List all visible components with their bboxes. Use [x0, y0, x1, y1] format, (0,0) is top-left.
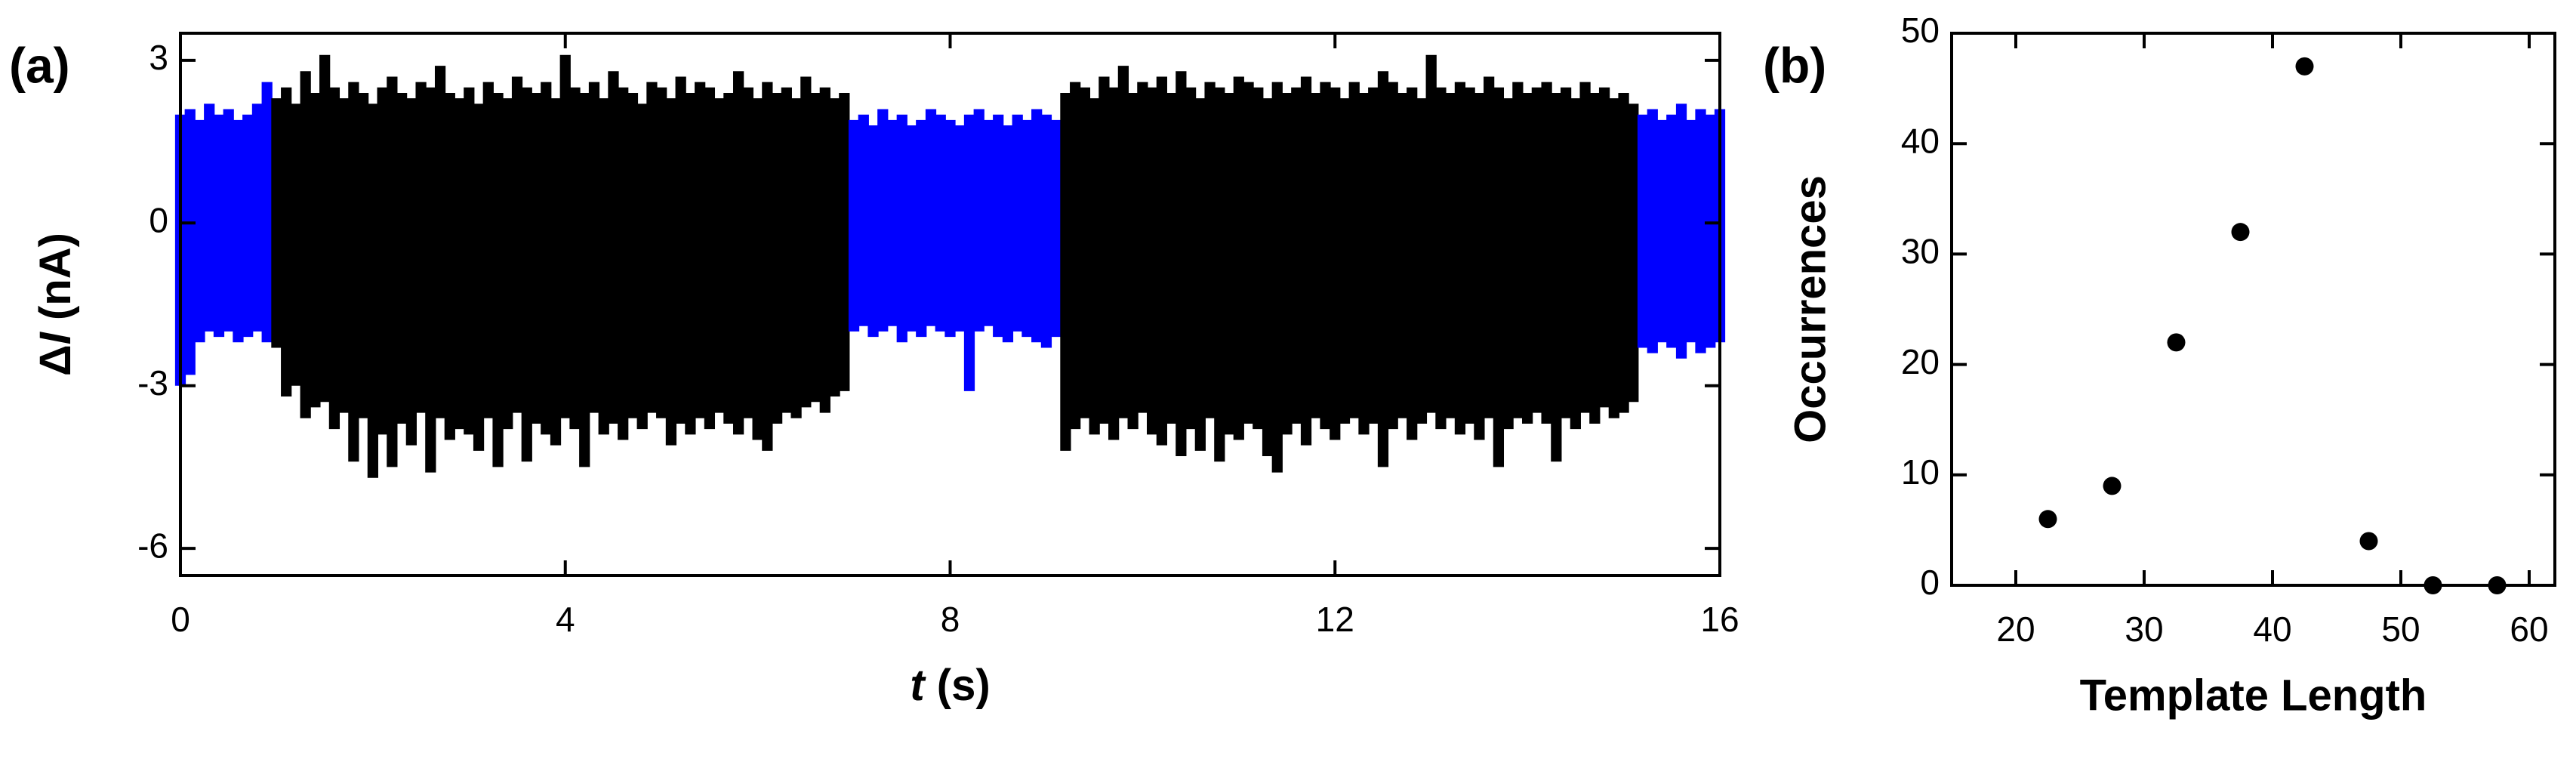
x-tick-label: 30: [2125, 609, 2163, 649]
y-tick-label: 0: [149, 200, 168, 239]
x-tick-label: 8: [941, 600, 960, 639]
axis-title-part: (nA): [31, 233, 80, 332]
data-point: [2167, 333, 2186, 352]
data-point: [2038, 510, 2057, 529]
plot-frame: [1950, 32, 2556, 587]
y-tick-label: 40: [1901, 121, 1940, 160]
data-point: [2103, 477, 2122, 495]
panel-label: (b): [1763, 37, 1826, 93]
x-tick-label: 16: [1700, 600, 1739, 639]
axis-title-part: Δ: [31, 344, 80, 376]
y-tick-label: 10: [1901, 452, 1940, 492]
x-tick-label: 20: [1996, 609, 2035, 649]
x-axis-title: t (s): [910, 661, 990, 710]
x-tick-label: 50: [2381, 609, 2420, 649]
plot: [174, 54, 1726, 478]
x-tick-label: 40: [2253, 609, 2291, 649]
y-axis-title: ΔI (nA): [31, 233, 80, 376]
y-tick-label: 50: [1901, 11, 1940, 50]
y-tick-label: -3: [137, 363, 168, 403]
data-point: [2231, 223, 2250, 242]
axis-title-part: I: [31, 331, 80, 344]
x-axis-title: Template Length: [2080, 671, 2427, 720]
data-point: [2295, 57, 2314, 76]
x-tick-label: 12: [1316, 600, 1354, 639]
panel-label: (a): [9, 37, 70, 93]
data-point: [2359, 532, 2378, 551]
y-tick-label: 3: [149, 38, 168, 77]
x-tick-label: 0: [171, 600, 190, 639]
y-axis-title: Occurrences: [1786, 175, 1835, 443]
axis-title-part: t: [910, 661, 926, 710]
y-tick-label: -6: [137, 526, 168, 565]
plot: [2038, 57, 2507, 594]
y-tick-label: 0: [1920, 563, 1940, 602]
y-tick-label: 20: [1901, 342, 1940, 381]
axis-title-part: (s): [925, 661, 991, 710]
x-tick-label: 60: [2510, 609, 2548, 649]
y-tick-label: 30: [1901, 232, 1940, 271]
x-tick-label: 4: [556, 600, 575, 639]
